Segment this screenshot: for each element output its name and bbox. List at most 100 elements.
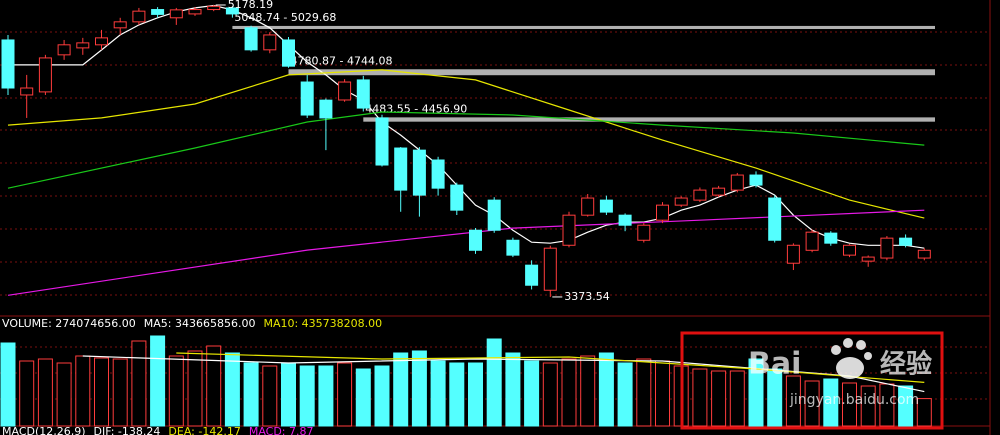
volume-bar [337,362,353,427]
candle-body [506,239,520,256]
candle-body [263,34,277,51]
indicator-label: DEA: -142.17 [168,425,240,435]
candle-body [730,174,744,191]
volume-bar [318,365,334,427]
candle-body [674,197,688,206]
volume-bar [916,398,932,427]
candle-body [300,81,314,116]
candle-body [244,27,258,51]
volume-bar [692,368,708,427]
candle-body [207,5,221,11]
volume-bar [785,375,801,427]
candle-body [861,256,875,262]
ma-line [7,111,925,189]
candle-body [356,79,370,109]
candle-body [57,44,71,56]
candle-body [768,197,782,241]
indicator-label: MACD: 7.87 [249,425,314,435]
volume-bar [636,358,652,427]
indicator-label: MA5: 343665856.00 [144,317,256,330]
candle-body [151,9,165,15]
ma-line [7,69,925,219]
volume-bar [0,342,16,427]
volume-bar [486,338,502,427]
volume-bar [505,352,521,427]
volume-bar [823,378,839,427]
candle-body [132,10,146,23]
watermark: Bai 经验 jingyan.baidu.com [748,338,932,408]
candle-body [525,264,539,286]
volume-bar [524,360,540,427]
volume-bar [860,385,876,427]
price-band [232,25,935,30]
volume-bar [374,365,390,427]
candle-body [20,87,34,96]
volume-bar [561,358,577,427]
candle-body [1,39,15,89]
price-band [363,117,935,122]
candle-body [880,237,894,259]
candle-body [899,237,913,246]
candle-body [637,224,651,241]
volume-bar [131,340,147,427]
candle-body [618,214,632,226]
volume-bar [187,350,203,427]
candle-body [188,9,202,15]
volume-bar [655,360,670,427]
volume-bar [598,352,614,427]
volume-bar [580,355,596,427]
volume-bar [168,355,184,427]
candle-body [805,231,819,251]
candle-body [450,184,464,211]
volume-bar [804,380,820,427]
candle-body [843,244,856,256]
candle-body [562,214,576,246]
candle-body [693,189,707,201]
point-label: 5178.19 [228,0,274,11]
volume-bar [224,352,240,427]
volume-bar [617,362,633,427]
candle-body [581,197,595,216]
candle-body [917,249,931,259]
volume-bar [711,370,727,427]
indicator-label: MA10: 435738208.00 [263,317,382,330]
indicator-label: DIF: -138.24 [94,425,161,435]
point-label: 3373.54 [564,290,610,303]
volume-bar [75,355,91,427]
volume-bar [299,365,315,427]
candle-body [431,159,445,189]
indicator-label: VOLUME: 274074656.00 [2,317,136,330]
candle-body [712,187,726,196]
volume-bar [411,350,427,427]
volume-bar [206,345,222,427]
candle-body [38,57,52,93]
volume-bar [37,358,53,427]
highlight-box [680,331,944,430]
volume-bar [468,362,483,427]
candle-body [394,147,408,191]
ma-line [8,4,925,249]
volume-bar [767,368,783,427]
candle-body [543,247,557,291]
ma-line [82,355,925,393]
candle-body [225,7,239,15]
candle-body [786,244,800,264]
band-label: 5048.74 - 5029.68 [234,11,336,24]
candle-body [169,9,183,19]
candle-body [375,117,389,166]
indicator-label: MACD(12,26,9) [2,425,86,435]
volume-bar [542,362,558,427]
watermark-product: 经验 [880,349,932,380]
candle-body [656,204,669,221]
ma-line [176,352,925,383]
candle-body [469,229,482,251]
watermark-url: jingyan.baidu.com [789,392,919,408]
candle-body [749,174,763,186]
volume-bar [842,382,857,427]
volume-bar [56,362,72,427]
volume-bar [898,385,914,427]
watermark-brand: Bai [748,347,801,382]
candle-body [412,149,426,196]
